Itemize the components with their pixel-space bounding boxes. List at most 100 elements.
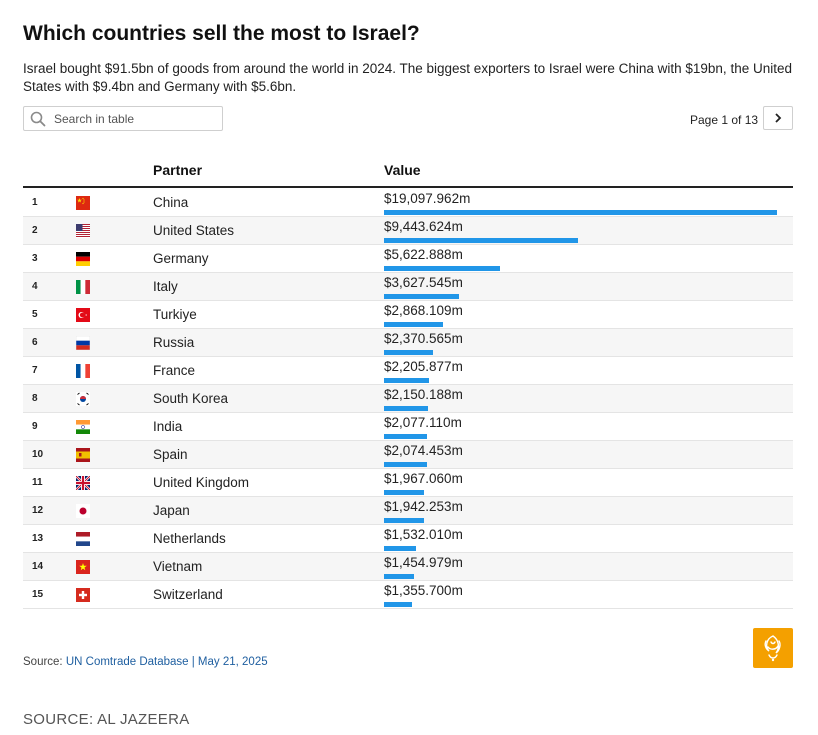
- row-value-label: $1,532.010m: [384, 527, 463, 542]
- table-row: 2 United States $9,443.624m: [23, 217, 793, 245]
- row-rank: 7: [32, 365, 38, 376]
- row-value-label: $2,077.110m: [384, 415, 462, 430]
- row-value-label: $5,622.888m: [384, 247, 463, 262]
- row-rank: 1: [32, 197, 38, 208]
- search-icon: [30, 111, 46, 126]
- flag-netherlands-icon: [76, 532, 90, 546]
- table-row: 6 Russia $2,370.565m: [23, 329, 793, 357]
- row-partner: France: [153, 363, 196, 378]
- row-value-bar: [384, 322, 443, 327]
- table-row: 15 Switzerland $1,355.700m: [23, 581, 793, 609]
- search-input[interactable]: [54, 111, 204, 126]
- row-partner: South Korea: [153, 391, 229, 406]
- row-rank: 14: [32, 561, 44, 572]
- table-row: 12 Japan $1,942.253m: [23, 497, 793, 525]
- credit-line: SOURCE: AL JAZEERA: [23, 711, 190, 728]
- source-prefix: Source:: [23, 656, 66, 668]
- row-partner: India: [153, 419, 183, 434]
- row-value-label: $19,097.962m: [384, 191, 471, 206]
- row-partner: Japan: [153, 503, 190, 518]
- row-value-label: $1,942.253m: [384, 499, 463, 514]
- row-value-bar: [384, 574, 414, 579]
- column-header-value[interactable]: Value: [384, 162, 421, 178]
- row-rank: 5: [32, 309, 38, 320]
- flag-india-icon: [76, 420, 90, 434]
- table-row: 10 Spain $2,074.453m: [23, 441, 793, 469]
- row-value-bar: [384, 378, 429, 383]
- flag-japan-icon: [76, 504, 90, 518]
- table-row: 7 France $2,205.877m: [23, 357, 793, 385]
- chevron-right-icon: [775, 113, 782, 123]
- table-row: 1 China $19,097.962m: [23, 189, 793, 217]
- row-value-label: $2,074.453m: [384, 443, 463, 458]
- flag-united-states-icon: [76, 224, 90, 238]
- row-rank: 2: [32, 225, 38, 236]
- row-rank: 15: [32, 589, 44, 600]
- table-row: 5 Turkiye $2,868.109m: [23, 301, 793, 329]
- column-header-partner[interactable]: Partner: [153, 162, 203, 178]
- flag-germany-icon: [76, 252, 90, 266]
- search-box[interactable]: [23, 106, 223, 131]
- table-row: 4 Italy $3,627.545m: [23, 273, 793, 301]
- table-row: 11 United Kingdom $1,967.060m: [23, 469, 793, 497]
- row-partner: United States: [153, 223, 235, 238]
- flag-vietnam-icon: [76, 560, 90, 574]
- row-partner: China: [153, 195, 189, 210]
- row-value-bar: [384, 602, 412, 607]
- row-value-bar: [384, 350, 433, 355]
- flag-russia-icon: [75, 335, 91, 351]
- row-value-label: $1,454.979m: [384, 555, 463, 570]
- row-value-bar: [384, 294, 459, 299]
- row-value-bar: [384, 462, 427, 467]
- next-page-button[interactable]: [763, 106, 793, 130]
- row-rank: 3: [32, 253, 38, 264]
- source-link[interactable]: UN Comtrade Database | May 21, 2025: [65, 656, 268, 668]
- row-partner: Netherlands: [153, 531, 226, 546]
- row-value-bar: [384, 210, 777, 215]
- flag-china-icon: [76, 196, 90, 210]
- row-value-label: $9,443.624m: [384, 219, 463, 234]
- row-partner: Spain: [153, 447, 188, 462]
- row-value-label: $1,967.060m: [384, 471, 463, 486]
- flag-italy-icon: [76, 280, 90, 294]
- row-partner: Germany: [153, 251, 209, 266]
- table-body: 1 China $19,097.962m 2 United States $9,443.6…: [23, 189, 793, 609]
- row-value-bar: [384, 490, 424, 495]
- source-line: Source: UN Comtrade Database | May 21, 2…: [23, 656, 268, 668]
- row-value-label: $3,627.545m: [384, 275, 463, 290]
- row-partner: Vietnam: [153, 559, 203, 574]
- row-partner: Italy: [153, 279, 178, 294]
- row-value-bar: [384, 238, 578, 243]
- row-rank: 9: [32, 421, 38, 432]
- row-rank: 11: [32, 477, 43, 488]
- chart-subtitle: Israel bought $91.5bn of goods from arou…: [23, 61, 792, 94]
- row-value-bar: [384, 266, 500, 271]
- row-value-bar: [384, 518, 424, 523]
- chart-title: Which countries sell the most to Israel?: [23, 22, 420, 45]
- flag-united-kingdom-icon: [75, 475, 91, 491]
- flag-france-icon: [76, 364, 90, 378]
- row-rank: 8: [32, 393, 38, 404]
- row-value-bar: [384, 406, 428, 411]
- flag-turkiye-icon: [76, 308, 90, 322]
- row-value-bar: [384, 546, 416, 551]
- row-value-label: $2,868.109m: [384, 303, 463, 318]
- pagination-label: Page 1 of 13: [690, 113, 759, 127]
- row-value-bar: [384, 434, 427, 439]
- row-value-label: $2,205.877m: [384, 359, 463, 374]
- table-row: 13 Netherlands $1,532.010m: [23, 525, 793, 553]
- table-row: 9 India $2,077.110m: [23, 413, 793, 441]
- row-value-label: $2,370.565m: [384, 331, 463, 346]
- table-row: 8 South Korea $2,150.188m: [23, 385, 793, 413]
- flag-south-korea-icon: [76, 392, 90, 406]
- row-rank: 13: [32, 533, 44, 544]
- al-jazeera-logo-icon: [753, 628, 793, 668]
- table-row: 3 Germany $5,622.888m: [23, 245, 793, 273]
- row-value-label: $1,355.700m: [384, 583, 463, 598]
- row-rank: 4: [32, 281, 38, 292]
- flag-spain-icon: [76, 448, 90, 462]
- row-partner: Russia: [153, 335, 195, 350]
- row-partner: United Kingdom: [153, 475, 250, 490]
- row-partner: Turkiye: [153, 307, 197, 322]
- table-header: Partner Value: [23, 160, 793, 188]
